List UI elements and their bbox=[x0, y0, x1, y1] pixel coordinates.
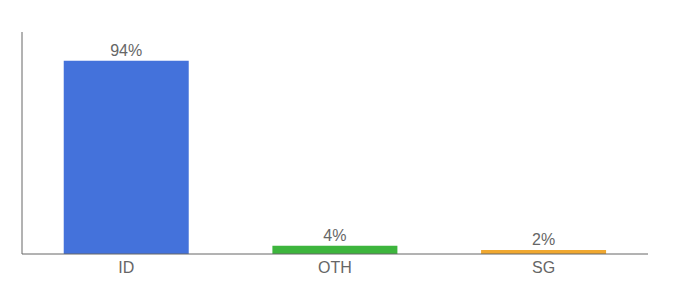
svg-text:94%: 94% bbox=[110, 42, 142, 59]
svg-text:4%: 4% bbox=[323, 227, 346, 244]
svg-text:ID: ID bbox=[118, 259, 134, 276]
svg-text:OTH: OTH bbox=[318, 259, 352, 276]
svg-text:SG: SG bbox=[532, 259, 555, 276]
svg-text:2%: 2% bbox=[532, 231, 555, 248]
